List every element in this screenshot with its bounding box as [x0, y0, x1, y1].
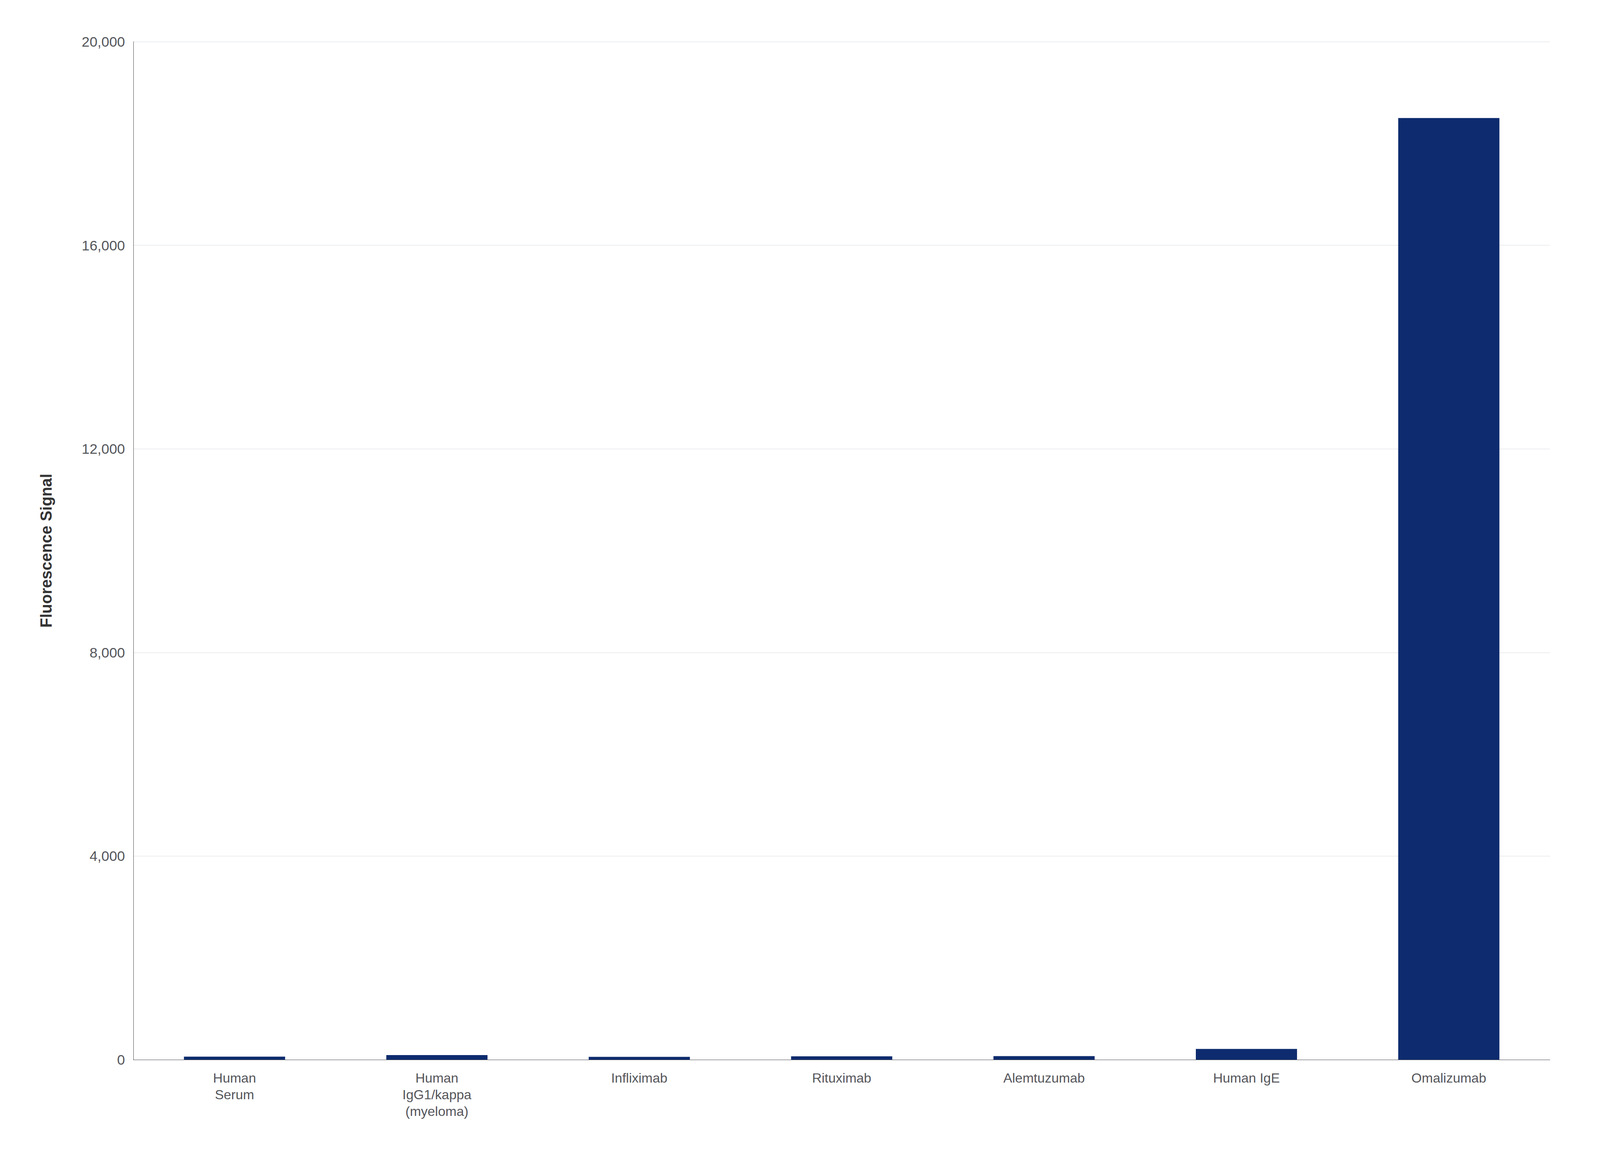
svg-text:Fluorescence Signal: Fluorescence Signal [37, 473, 55, 628]
svg-text:IgG1/kappa: IgG1/kappa [402, 1087, 472, 1103]
svg-text:Human IgE: Human IgE [1212, 1070, 1280, 1086]
svg-text:Human: Human [212, 1070, 256, 1086]
svg-text:16,000: 16,000 [81, 237, 125, 254]
svg-text:Alemtuzumab: Alemtuzumab [1003, 1070, 1085, 1086]
svg-text:Serum: Serum [215, 1087, 255, 1103]
svg-text:Human: Human [415, 1070, 459, 1086]
svg-text:8,000: 8,000 [89, 644, 125, 661]
svg-text:0: 0 [117, 1051, 125, 1068]
svg-text:(myeloma): (myeloma) [405, 1103, 469, 1119]
svg-text:20,000: 20,000 [81, 33, 125, 50]
svg-text:12,000: 12,000 [81, 440, 125, 457]
svg-text:Omalizumab: Omalizumab [1411, 1070, 1487, 1086]
svg-text:Infliximab: Infliximab [611, 1070, 668, 1086]
svg-text:Rituximab: Rituximab [812, 1070, 872, 1086]
svg-text:4,000: 4,000 [89, 847, 125, 864]
